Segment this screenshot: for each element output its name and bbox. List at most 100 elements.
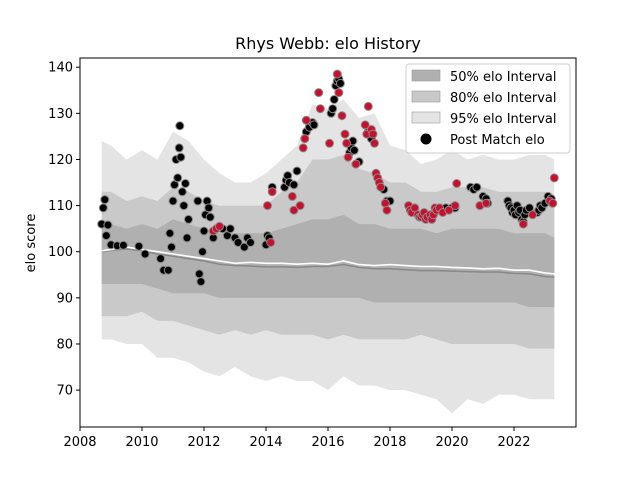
data-point-loss (298, 143, 308, 153)
data-point-loss (549, 173, 559, 183)
data-point-win (233, 238, 243, 247)
y-tick-label: 80 (56, 337, 73, 352)
data-point-win (163, 265, 173, 275)
data-point-win (196, 277, 206, 287)
x-tick-label: 2022 (497, 435, 530, 450)
legend-swatch-band (411, 111, 441, 124)
data-point-win (349, 145, 359, 155)
post-match-points (97, 69, 559, 287)
data-point-win (472, 182, 482, 192)
data-point-loss (315, 104, 325, 114)
x-tick-label: 2020 (435, 435, 468, 450)
data-point-win (335, 78, 345, 88)
y-tick-label: 100 (48, 245, 73, 260)
data-point-loss (481, 198, 491, 208)
median-line (101, 246, 555, 275)
chart-title: Rhys Webb: elo History (235, 34, 421, 53)
data-point-win (101, 231, 111, 241)
data-point-win (98, 203, 108, 213)
x-tick-label: 2012 (187, 435, 220, 450)
x-tick-label: 2014 (249, 435, 282, 450)
data-point-loss (301, 115, 311, 125)
data-point-loss (363, 101, 373, 111)
data-point-loss (266, 238, 276, 247)
data-point-win (194, 269, 204, 279)
data-point-loss (444, 205, 454, 215)
data-point-loss (300, 134, 310, 144)
data-point-loss (340, 129, 350, 139)
data-point-loss (314, 88, 324, 98)
y-axis-label: elo score (24, 214, 39, 273)
legend-swatch-band (411, 90, 441, 103)
data-point-win (100, 195, 110, 205)
data-point-win (292, 166, 302, 176)
data-point-loss (325, 138, 334, 148)
data-point-loss (334, 88, 344, 98)
data-point-win (140, 249, 150, 259)
data-point-win (198, 247, 207, 257)
data-point-win (176, 152, 186, 162)
data-point-win (156, 254, 166, 264)
data-point-win (329, 95, 339, 104)
legend-label: 80% elo Interval (450, 91, 557, 106)
mean-line (101, 248, 555, 278)
data-point-loss (548, 198, 558, 208)
data-point-loss (382, 205, 392, 215)
data-point-loss (528, 210, 538, 220)
data-point-win (179, 201, 189, 211)
data-point-win (167, 242, 176, 252)
y-axis: 70 80 90 100 110 120 130 140 (48, 61, 80, 399)
y-tick-label: 110 (48, 199, 73, 214)
data-point-win (204, 203, 214, 213)
data-point-win (205, 212, 215, 222)
data-point-win (309, 120, 319, 130)
data-point-win (225, 224, 235, 234)
data-point-loss (337, 111, 347, 121)
data-point-loss (368, 129, 378, 139)
data-point-loss (360, 120, 370, 130)
data-point-win (168, 196, 178, 206)
y-tick-label: 120 (48, 153, 73, 168)
data-point-loss (370, 138, 379, 148)
x-tick-label: 2016 (311, 435, 344, 450)
data-point-win (177, 187, 187, 197)
data-point-loss (267, 187, 277, 197)
x-tick-label: 2010 (125, 435, 158, 450)
data-point-loss (287, 191, 297, 201)
data-point-win (246, 238, 255, 247)
data-point-win (199, 226, 209, 236)
x-tick-label: 2008 (63, 435, 96, 450)
data-point-loss (215, 221, 224, 231)
data-point-win (103, 220, 113, 230)
x-axis: 2008 2010 2012 2014 2016 2018 2020 2022 (63, 427, 531, 450)
data-point-win (174, 143, 184, 153)
data-point-win (193, 196, 203, 206)
plot-area (97, 69, 559, 414)
data-point-win (175, 121, 185, 131)
data-point-win (180, 179, 190, 188)
data-point-win (184, 214, 193, 224)
data-point-win (165, 228, 175, 238)
data-point-loss (518, 219, 528, 229)
y-tick-label: 130 (48, 107, 73, 122)
data-point-loss (351, 159, 361, 169)
data-point-loss (295, 201, 305, 211)
legend: 50% elo Interval 80% elo Interval 95% elo … (405, 63, 571, 154)
legend-label: 95% elo Interval (450, 112, 557, 127)
data-point-loss (332, 69, 342, 79)
data-point-win (173, 173, 183, 183)
data-point-loss (343, 152, 353, 162)
central-lines (101, 246, 555, 278)
y-tick-label: 90 (56, 291, 73, 306)
data-point-win (134, 241, 144, 251)
legend-label: Post Match elo (450, 133, 545, 148)
data-point-win (239, 242, 249, 252)
data-point-loss (450, 201, 460, 211)
x-tick-label: 2018 (373, 435, 406, 450)
data-point-win (118, 240, 128, 250)
data-point-loss (376, 182, 386, 192)
data-point-loss (289, 205, 299, 215)
data-point-win (289, 180, 299, 190)
y-tick-label: 140 (48, 61, 73, 76)
